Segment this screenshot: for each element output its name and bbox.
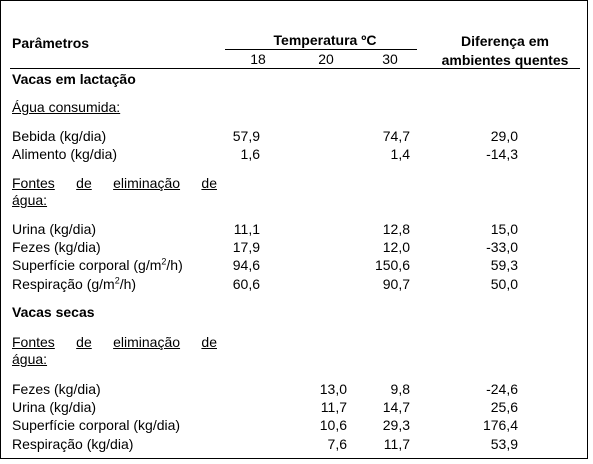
header-params: Parâmetros <box>12 35 90 51</box>
word: eliminação <box>113 175 181 191</box>
cell-20: 10,6 <box>319 417 347 433</box>
cell-18: 17,9 <box>232 239 260 255</box>
word: de <box>201 334 217 350</box>
cell-18: 94,6 <box>232 257 260 273</box>
header-diff-line1: Diferença em <box>461 33 549 49</box>
superscript: 2 <box>161 256 167 267</box>
row-label: Superfície corporal (kg/dia) <box>12 417 181 433</box>
row-label: Respiração (g/m2/h) <box>12 276 136 292</box>
cell-diff: -33,0 <box>486 239 518 255</box>
cell-diff: 25,6 <box>490 399 518 415</box>
cell-18: 11,1 <box>233 221 260 237</box>
word: de <box>76 175 92 191</box>
section-title-dry: Vacas secas <box>12 304 95 320</box>
header-col-20: 20 <box>318 51 334 67</box>
word: Fontes <box>12 175 55 191</box>
cell-20: 7,6 <box>327 436 347 452</box>
cell-18: 1,6 <box>240 146 260 162</box>
cell-20: 11,7 <box>320 399 347 415</box>
cell-30: 29,3 <box>382 417 410 433</box>
cell-20: 13,0 <box>319 381 347 397</box>
row-label: Alimento (kg/dia) <box>12 146 118 162</box>
word: eliminação <box>113 334 181 350</box>
header-col-18: 18 <box>250 51 266 67</box>
cell-diff: -14,3 <box>486 146 518 162</box>
row-label: Respiração (kg/dia) <box>12 436 134 452</box>
cell-30: 12,8 <box>382 221 410 237</box>
header-col-30: 30 <box>382 51 398 67</box>
subheading-water-consumed: Água consumida: <box>12 99 121 115</box>
label-text: /h) <box>166 257 183 273</box>
subheading-elimination-lactation: Fontes de eliminação de <box>12 175 217 191</box>
label-text: Superfície corporal (g/m <box>12 257 162 273</box>
cell-30: 11,7 <box>383 436 410 452</box>
row-label: Urina (kg/dia) <box>12 221 97 237</box>
cell-diff: -24,6 <box>486 381 518 397</box>
superscript: 2 <box>114 275 120 286</box>
row-label: Bebida (kg/dia) <box>12 128 107 144</box>
label-text: /h) <box>119 276 137 292</box>
cell-30: 74,7 <box>382 128 410 144</box>
subheading-elimination-lactation-line2: água: <box>12 192 48 208</box>
cell-diff: 176,4 <box>482 417 518 433</box>
cell-30: 14,7 <box>382 399 410 415</box>
temp-underline <box>225 49 417 50</box>
header-rule <box>10 68 580 69</box>
cell-30: 9,8 <box>390 381 410 397</box>
cell-diff: 50,0 <box>490 276 518 292</box>
row-label: Fezes (kg/dia) <box>12 381 101 397</box>
cell-diff: 59,3 <box>490 257 518 273</box>
section-title-lactation: Vacas em lactação <box>12 71 136 87</box>
label-text: Respiração (g/m <box>12 276 115 292</box>
cell-diff: 53,9 <box>490 436 518 452</box>
cell-18: 57,9 <box>232 128 260 144</box>
subheading-elimination-dry: Fontes de eliminação de <box>12 334 217 350</box>
row-label: Urina (kg/dia) <box>12 399 97 415</box>
row-label: Fezes (kg/dia) <box>12 239 101 255</box>
word: de <box>76 334 92 350</box>
cell-30: 1,4 <box>390 146 410 162</box>
cell-diff: 29,0 <box>490 128 518 144</box>
cell-diff: 15,0 <box>490 221 518 237</box>
cell-18: 60,6 <box>232 276 260 292</box>
cell-30: 90,7 <box>382 276 410 292</box>
word: de <box>201 175 217 191</box>
header-temperature: Temperatura ºC <box>273 32 377 48</box>
cell-30: 150,6 <box>374 257 410 273</box>
header-diff-line2: ambientes quentes <box>441 52 569 68</box>
subheading-elimination-dry-line2: água: <box>12 351 48 367</box>
cell-30: 12,0 <box>382 239 410 255</box>
word: Fontes <box>12 334 55 350</box>
row-label: Superfície corporal (g/m2/h) <box>12 257 183 273</box>
